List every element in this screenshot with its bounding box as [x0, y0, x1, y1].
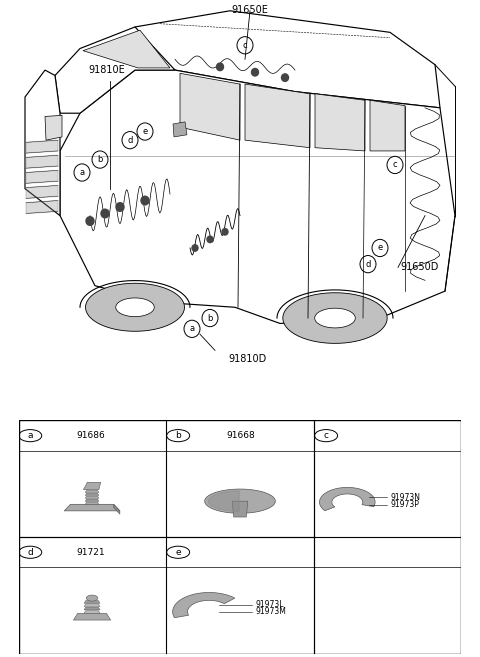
Polygon shape	[84, 610, 100, 613]
Polygon shape	[55, 27, 175, 113]
Polygon shape	[60, 70, 455, 323]
Text: 91973P: 91973P	[391, 500, 420, 509]
Polygon shape	[116, 298, 154, 317]
Polygon shape	[135, 11, 440, 108]
Polygon shape	[283, 293, 387, 344]
Text: c: c	[393, 160, 397, 170]
Polygon shape	[315, 308, 355, 328]
Polygon shape	[84, 600, 100, 603]
Circle shape	[86, 595, 98, 601]
Polygon shape	[85, 496, 99, 499]
Polygon shape	[26, 185, 58, 198]
Text: c: c	[243, 41, 247, 50]
Text: 91973L: 91973L	[255, 600, 284, 609]
Text: d: d	[27, 548, 33, 556]
Polygon shape	[173, 122, 187, 137]
Text: e: e	[175, 548, 181, 556]
Polygon shape	[180, 74, 240, 140]
Circle shape	[207, 236, 213, 242]
Text: d: d	[127, 135, 132, 145]
Text: 91650E: 91650E	[231, 5, 268, 15]
Circle shape	[192, 245, 198, 251]
Text: 91810D: 91810D	[228, 353, 266, 363]
Polygon shape	[26, 140, 58, 153]
Text: a: a	[27, 431, 33, 440]
Polygon shape	[320, 487, 375, 510]
Polygon shape	[26, 200, 58, 214]
Polygon shape	[26, 155, 58, 168]
Polygon shape	[315, 94, 365, 151]
Text: e: e	[377, 244, 383, 252]
Circle shape	[216, 63, 224, 70]
Polygon shape	[73, 613, 111, 620]
Text: 91668: 91668	[227, 431, 255, 440]
Circle shape	[222, 229, 228, 235]
Text: d: d	[365, 260, 371, 269]
Text: a: a	[79, 168, 84, 177]
Polygon shape	[85, 499, 99, 501]
Polygon shape	[205, 489, 276, 513]
Polygon shape	[85, 493, 99, 495]
Polygon shape	[83, 30, 170, 68]
Polygon shape	[370, 101, 405, 151]
Text: 91650D: 91650D	[400, 262, 438, 273]
Text: e: e	[143, 127, 148, 136]
Polygon shape	[85, 283, 184, 331]
Polygon shape	[232, 501, 248, 517]
Polygon shape	[85, 502, 99, 505]
Polygon shape	[25, 70, 60, 215]
Polygon shape	[45, 116, 62, 140]
Polygon shape	[245, 84, 310, 148]
Polygon shape	[114, 505, 120, 514]
Text: 91973M: 91973M	[255, 607, 287, 616]
Circle shape	[281, 74, 288, 81]
Text: b: b	[175, 431, 181, 440]
Polygon shape	[84, 607, 100, 610]
Polygon shape	[208, 491, 239, 511]
Polygon shape	[173, 593, 235, 618]
Polygon shape	[84, 604, 100, 606]
Polygon shape	[64, 505, 120, 511]
Circle shape	[116, 203, 124, 212]
Text: b: b	[97, 155, 103, 164]
Circle shape	[141, 196, 149, 205]
Circle shape	[252, 68, 259, 76]
Text: c: c	[324, 431, 329, 440]
Text: 91686: 91686	[77, 431, 105, 440]
Polygon shape	[85, 490, 99, 493]
Text: a: a	[190, 325, 194, 333]
Text: b: b	[207, 313, 213, 323]
Polygon shape	[26, 170, 58, 183]
Text: 91973N: 91973N	[391, 493, 420, 502]
Text: 91810E: 91810E	[88, 64, 125, 75]
Text: 91721: 91721	[77, 548, 105, 556]
Circle shape	[101, 209, 109, 217]
Polygon shape	[84, 482, 101, 489]
Circle shape	[86, 217, 94, 225]
